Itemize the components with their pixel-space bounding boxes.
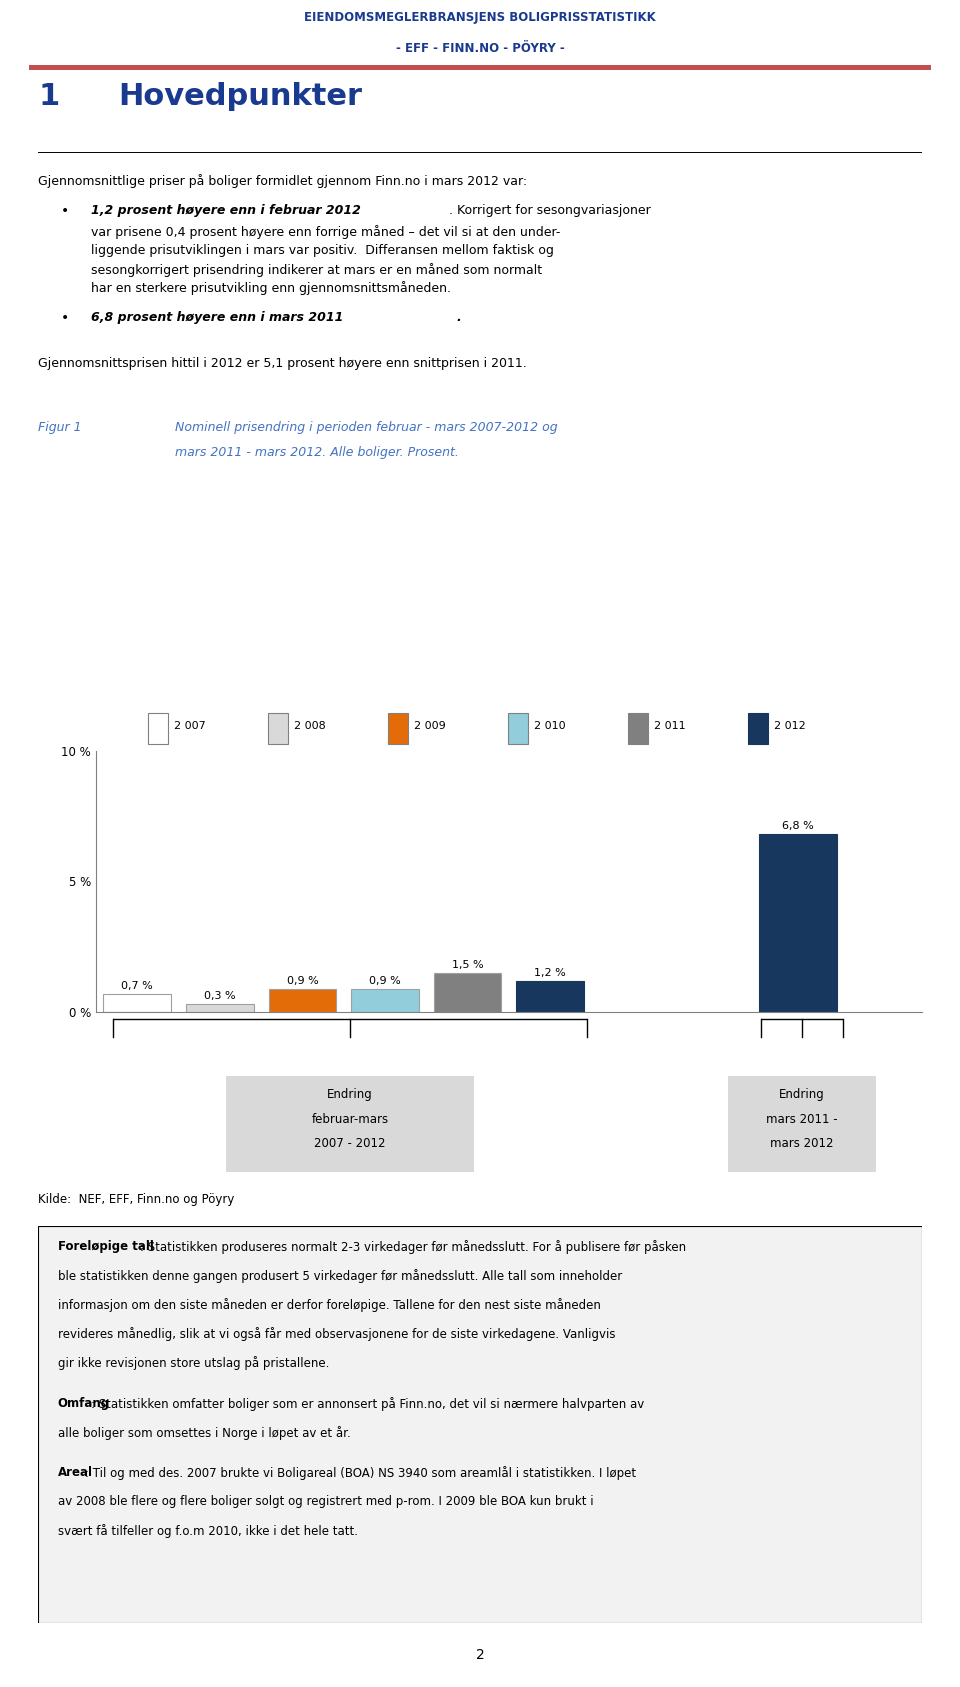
Text: 6,8 %: 6,8 %	[781, 822, 814, 832]
Text: 0,7 %: 0,7 %	[121, 980, 154, 990]
Text: •: •	[60, 312, 69, 326]
Bar	[516, 980, 584, 1012]
Bar	[728, 1076, 876, 1172]
Text: 1,5 %: 1,5 %	[452, 960, 483, 970]
Bar	[758, 835, 837, 1012]
Text: mars 2011 -: mars 2011 -	[766, 1113, 838, 1125]
Text: Nominell prisendring i perioden februar - mars 2007-2012 og: Nominell prisendring i perioden februar …	[176, 420, 558, 434]
Bar	[268, 714, 288, 744]
Text: Omfang: Omfang	[58, 1397, 110, 1410]
Bar	[748, 714, 768, 744]
Text: Endring: Endring	[779, 1088, 825, 1102]
Text: av 2008 ble flere og flere boliger solgt og registrert med p-rom. I 2009 ble BOA: av 2008 ble flere og flere boliger solgt…	[58, 1495, 593, 1508]
Text: svært få tilfeller og f.o.m 2010, ikke i det hele tatt.: svært få tilfeller og f.o.m 2010, ikke i…	[58, 1523, 358, 1539]
Text: Endring: Endring	[327, 1088, 372, 1102]
Text: Figur 1: Figur 1	[38, 420, 82, 434]
Bar	[351, 989, 419, 1012]
Bar	[148, 714, 168, 744]
Text: Areal: Areal	[58, 1466, 93, 1479]
Text: 2: 2	[475, 1648, 485, 1662]
Text: februar-mars: februar-mars	[311, 1113, 389, 1125]
Bar	[388, 714, 408, 744]
Text: 6,8 prosent høyere enn i mars 2011: 6,8 prosent høyere enn i mars 2011	[91, 312, 344, 324]
Text: 1,2 prosent høyere enn i februar 2012: 1,2 prosent høyere enn i februar 2012	[91, 204, 361, 216]
Text: har en sterkere prisutvikling enn gjennomsnittsmåneden.: har en sterkere prisutvikling enn gjenno…	[91, 282, 451, 295]
Text: mars 2011 - mars 2012. Alle boliger. Prosent.: mars 2011 - mars 2012. Alle boliger. Pro…	[176, 445, 459, 459]
Text: 2 011: 2 011	[654, 720, 685, 730]
Text: gir ikke revisjonen store utslag på pristallene.: gir ikke revisjonen store utslag på pris…	[58, 1356, 329, 1370]
Bar	[29, 64, 931, 71]
Bar	[508, 714, 528, 744]
Text: var prisene 0,4 prosent høyere enn forrige måned – det vil si at den under-: var prisene 0,4 prosent høyere enn forri…	[91, 224, 561, 238]
Text: : Til og med des. 2007 brukte vi Boligareal (BOA) NS 3940 som areamlål i statist: : Til og med des. 2007 brukte vi Boligar…	[85, 1466, 636, 1479]
Text: 2007 - 2012: 2007 - 2012	[314, 1137, 386, 1151]
Text: : Statistikken omfatter boliger som er annonsert på Finn.no, det vil si nærmere : : Statistikken omfatter boliger som er a…	[90, 1397, 644, 1410]
Text: 2 008: 2 008	[294, 720, 325, 730]
Text: 2 012: 2 012	[774, 720, 805, 730]
Text: 0,3 %: 0,3 %	[204, 992, 235, 1000]
Text: Hovedpunkter: Hovedpunkter	[118, 83, 362, 111]
Text: Foreløpige tall: Foreløpige tall	[58, 1240, 154, 1253]
Text: 2 009: 2 009	[414, 720, 445, 730]
Text: 2 010: 2 010	[534, 720, 565, 730]
Bar	[628, 714, 648, 744]
Text: informasjon om den siste måneden er derfor foreløpige. Tallene for den nest sist: informasjon om den siste måneden er derf…	[58, 1299, 601, 1312]
Text: 2 007: 2 007	[174, 720, 205, 730]
Text: mars 2012: mars 2012	[770, 1137, 833, 1151]
Text: Gjennomsnittlige priser på boliger formidlet gjennom Finn.no i mars 2012 var:: Gjennomsnittlige priser på boliger formi…	[38, 174, 528, 187]
Text: alle boliger som omsettes i Norge i løpet av et år.: alle boliger som omsettes i Norge i løpe…	[58, 1426, 350, 1439]
Text: 0,9 %: 0,9 %	[286, 975, 319, 985]
Text: liggende prisutviklingen i mars var positiv.  Differansen mellom faktisk og: liggende prisutviklingen i mars var posi…	[91, 243, 554, 256]
Text: . Korrigert for sesongvariasjoner: . Korrigert for sesongvariasjoner	[449, 204, 651, 216]
Text: ble statistikken denne gangen produsert 5 virkedager før månedsslutt. Alle tall : ble statistikken denne gangen produsert …	[58, 1269, 622, 1284]
Text: EIENDOMSMEGLERBRANSJENS BOLIGPRISSTATISTIKK: EIENDOMSMEGLERBRANSJENS BOLIGPRISSTATIST…	[304, 12, 656, 24]
Text: 1,2 %: 1,2 %	[534, 968, 566, 978]
Text: Gjennomsnittsprisen hittil i 2012 er 5,1 prosent høyere enn snittprisen i 2011.: Gjennomsnittsprisen hittil i 2012 er 5,1…	[38, 358, 527, 369]
Bar	[186, 1004, 253, 1012]
Bar	[434, 973, 501, 1012]
Text: : Statistikken produseres normalt 2-3 virkedager før månedsslutt. For å publiser: : Statistikken produseres normalt 2-3 vi…	[140, 1240, 686, 1255]
Text: •: •	[60, 204, 69, 218]
Text: .: .	[456, 312, 461, 324]
Text: 1: 1	[38, 83, 60, 111]
Bar	[104, 994, 171, 1012]
Text: revideres månedlig, slik at vi også får med observasjonene for de siste virkedag: revideres månedlig, slik at vi også får …	[58, 1328, 615, 1341]
Bar	[226, 1076, 473, 1172]
Text: 0,9 %: 0,9 %	[369, 975, 401, 985]
Text: sesongkorrigert prisendring indikerer at mars er en måned som normalt: sesongkorrigert prisendring indikerer at…	[91, 263, 542, 277]
Text: Kilde:  NEF, EFF, Finn.no og Pöyry: Kilde: NEF, EFF, Finn.no og Pöyry	[38, 1193, 235, 1206]
Bar	[269, 989, 336, 1012]
Text: - EFF - FINN.NO - PÖYRY -: - EFF - FINN.NO - PÖYRY -	[396, 42, 564, 56]
